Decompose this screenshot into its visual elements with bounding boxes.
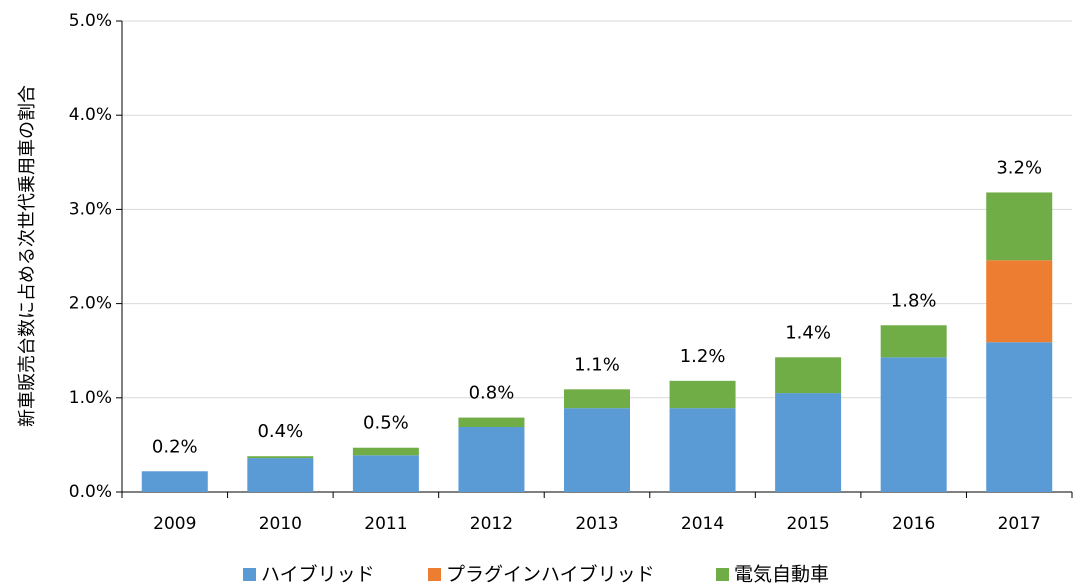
x-tick-label: 2009 (153, 514, 196, 534)
bar-segment (352, 447, 419, 456)
x-tick-label: 2012 (470, 514, 513, 534)
total-label: 3.2% (996, 157, 1042, 178)
bar-segment (141, 471, 208, 492)
x-tick-label: 2013 (575, 514, 618, 534)
bar-segment (564, 389, 630, 409)
x-tick-label: 2017 (998, 514, 1041, 534)
legend-swatch (428, 568, 441, 581)
bar-segment (880, 357, 947, 492)
y-tick-label: 2.0% (69, 294, 112, 314)
legend-swatch (243, 568, 256, 581)
total-label: 0.2% (152, 436, 198, 457)
bar-segment (986, 260, 1053, 343)
total-label: 1.2% (680, 346, 726, 367)
x-tick-label: 2010 (259, 514, 302, 534)
total-label: 0.4% (257, 421, 303, 442)
total-label: 0.8% (469, 383, 515, 404)
bar-segment (247, 458, 314, 492)
bar-segment (458, 417, 525, 428)
bar-segment (775, 357, 842, 394)
total-label: 0.5% (363, 413, 409, 434)
total-label: 1.4% (785, 322, 831, 343)
x-tick-label: 2016 (892, 514, 935, 534)
x-tick-label: 2015 (786, 514, 829, 534)
bar-segment (458, 427, 525, 492)
bar-segment (880, 325, 947, 358)
bar-segment (986, 342, 1053, 492)
bar-segment (669, 380, 736, 409)
legend-label: プラグインハイブリッド (446, 563, 655, 586)
y-tick-label: 1.0% (69, 388, 112, 408)
bar-segment (564, 408, 630, 492)
y-tick-label: 5.0% (69, 11, 112, 31)
bar-segment (352, 455, 419, 492)
bar-segment (669, 408, 736, 492)
bar-segment (775, 393, 842, 492)
legend-swatch (716, 568, 729, 581)
y-tick-label: 0.0% (69, 482, 112, 502)
bar-segment (247, 456, 314, 459)
x-tick-label: 2014 (681, 514, 724, 534)
total-label: 1.8% (891, 290, 937, 311)
legend-label: ハイブリッド (261, 563, 375, 586)
bar-segment (986, 192, 1053, 261)
y-tick-label: 4.0% (69, 105, 112, 125)
y-tick-label: 3.0% (69, 199, 112, 219)
legend-label: 電気自動車 (734, 564, 829, 586)
total-label: 1.1% (574, 354, 620, 375)
y-axis-label: 新車販売台数に占める次世代乗用車の割合 (17, 85, 38, 427)
x-tick-label: 2011 (364, 514, 407, 534)
